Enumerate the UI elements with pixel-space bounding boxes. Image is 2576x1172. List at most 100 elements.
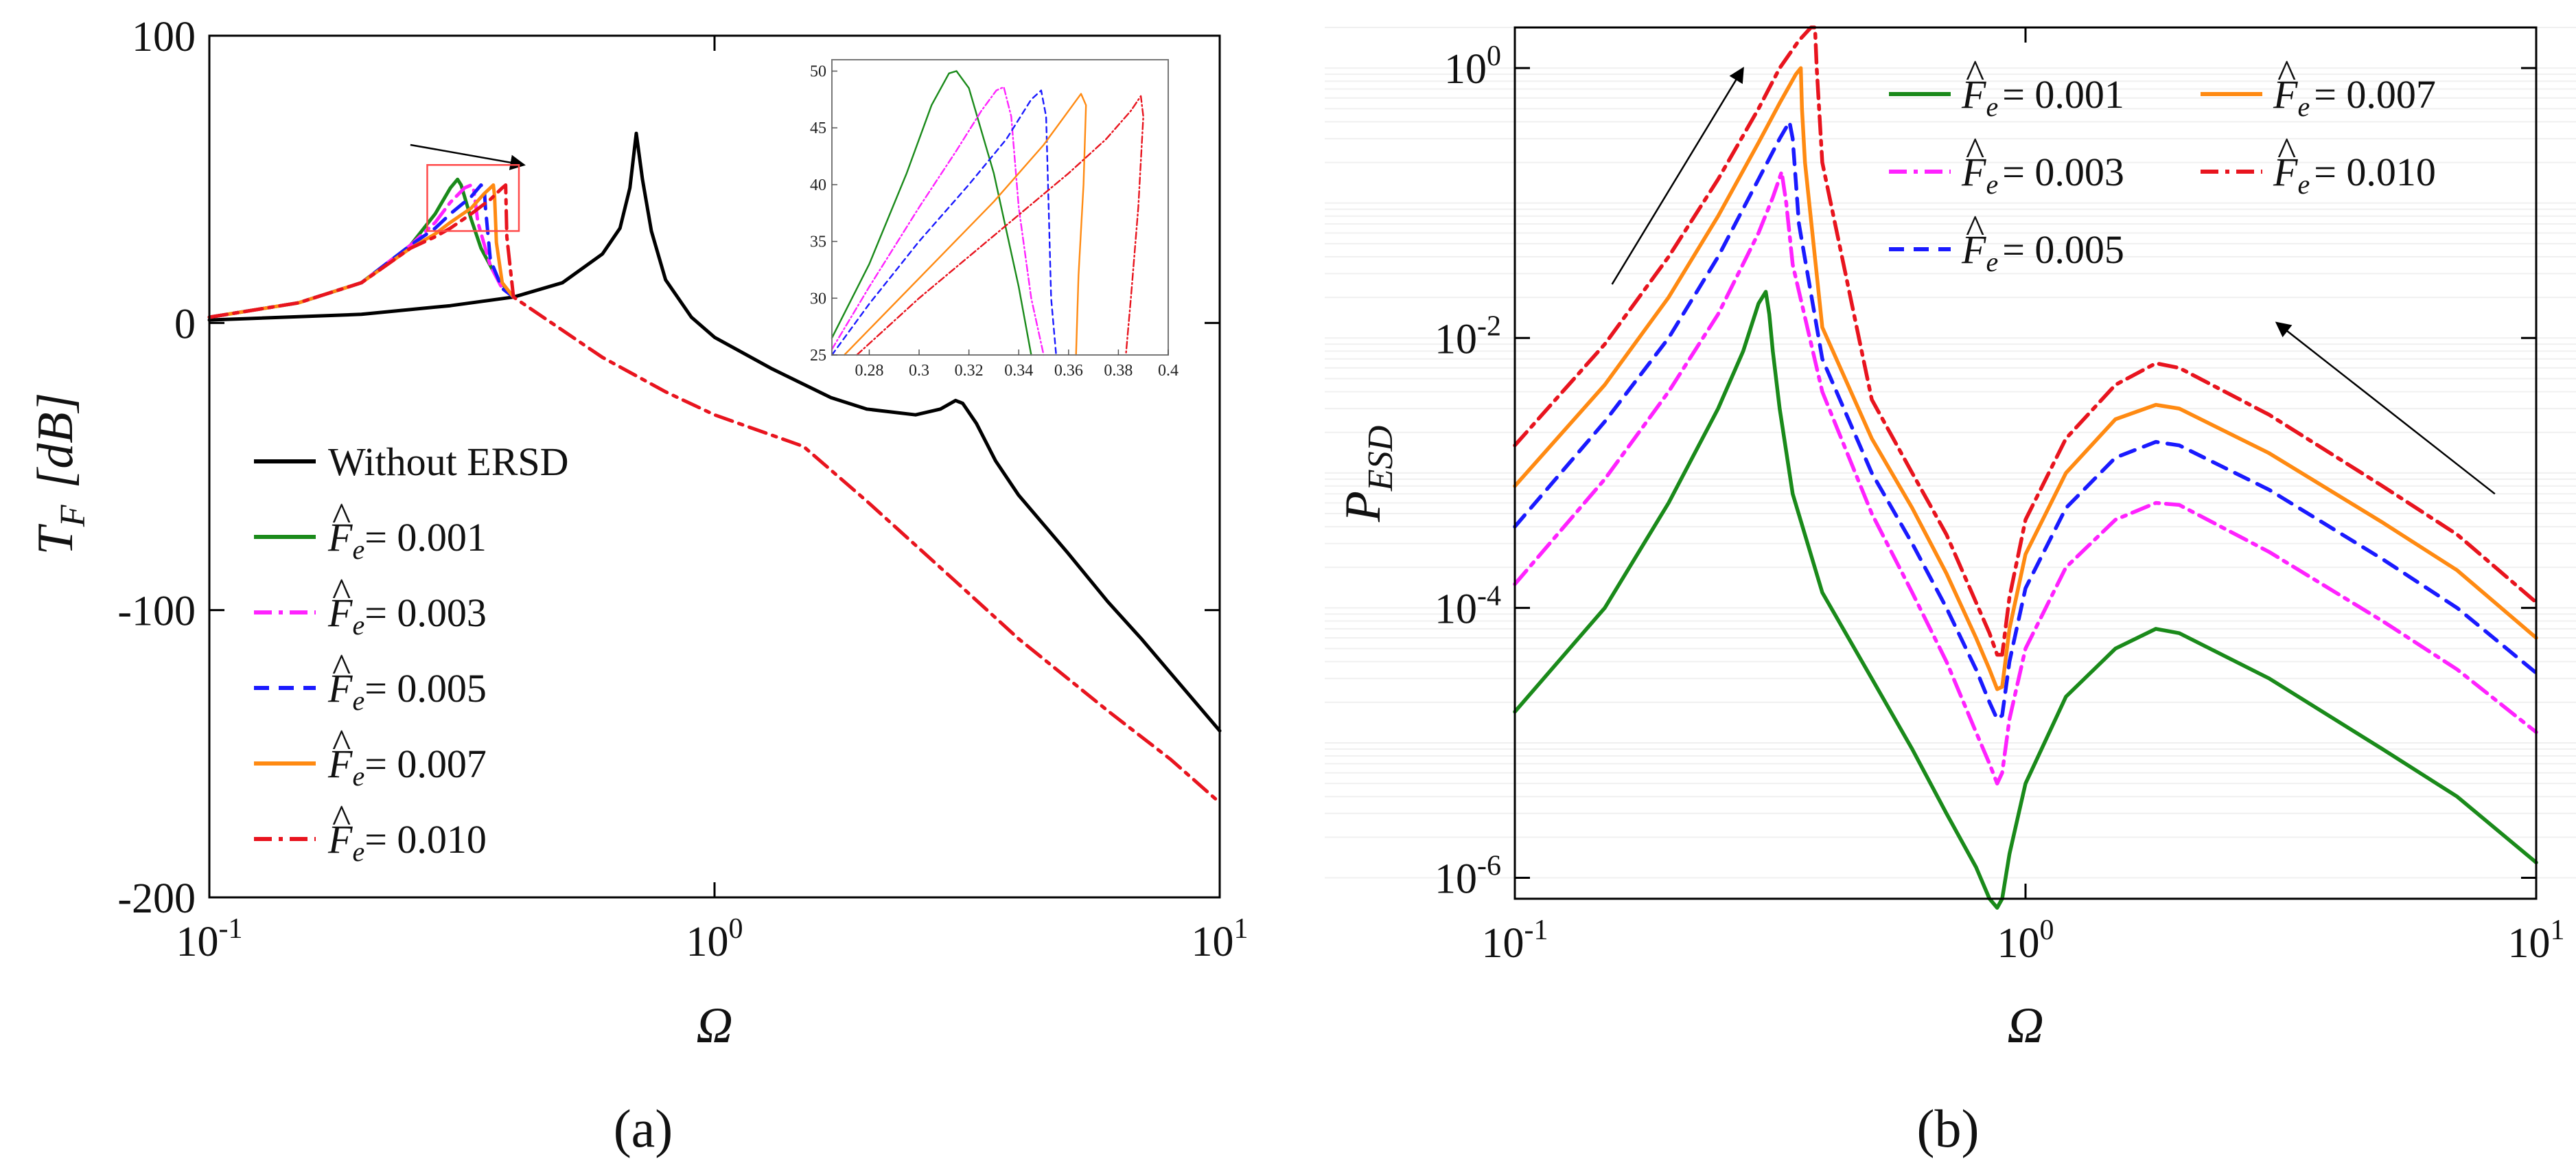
inset-ticks: 0.28 0.3 0.32 0.34 0.36 0.38 0.4 25 30 35 40 45 50 [810, 63, 1179, 380]
legend-b-hat-2: ^ [2277, 51, 2296, 96]
panel-b-background [1325, 14, 2576, 989]
panel-b-x-tick-label-3: 101 [2508, 915, 2565, 967]
legend-a-fsub-3: e [352, 610, 364, 641]
panel-a-ylabel-sub: F [54, 504, 93, 527]
inset-y-tick-label-3: 35 [810, 233, 826, 251]
panel-a-x-tick-label-2: 100 [686, 913, 743, 965]
legend-b-fhat-1: F [1961, 72, 1986, 117]
legend-a-label-6: = 0.010 [364, 817, 487, 862]
inset-series-line-5 [856, 95, 1144, 356]
inset-series-line-4 [843, 93, 1087, 356]
svg-text:Fe= 0.003: Fe= 0.003 [1961, 150, 2124, 200]
svg-text:Fe= 0.010: Fe= 0.010 [2273, 150, 2436, 200]
panel-b-series-line-1 [1513, 290, 2538, 910]
legend-b-hat-3: ^ [1966, 129, 1984, 174]
svg-text:Fe= 0.007: Fe= 0.007 [327, 742, 487, 792]
panel-b-series-line-3 [1513, 119, 2538, 722]
panel-a-ylabel-main: T [27, 523, 84, 555]
panel-b-y-tick-label-4: 10-6 [1435, 851, 1501, 903]
legend-b-label-4: = 0.010 [2314, 150, 2436, 194]
inset-x-tick-label-6: 0.38 [1104, 362, 1133, 380]
legend-a-fhat-2: F [327, 515, 353, 560]
legend-b-hat-5: ^ [1966, 207, 1984, 251]
legend-a-label-3: = 0.003 [364, 590, 487, 635]
svg-text:Fe= 0.001: Fe= 0.001 [1961, 72, 2124, 122]
inset-series-group [831, 70, 1144, 356]
legend-a-fhat-4: F [327, 666, 353, 711]
legend-a-entry-5: Fe= 0.007 ^ [254, 721, 487, 792]
panel-a-annotations [410, 143, 526, 232]
legend-b-fsub-1: e [1986, 91, 1998, 122]
panel-b-x-axis-title: Ω [2007, 998, 2044, 1054]
panel-a-series-line-6 [207, 183, 1222, 805]
panel-a-x-tick-label-3: 101 [1192, 913, 1249, 965]
legend-b-fsub-4: e [2297, 169, 2310, 200]
legend-b-fhat-5: F [1961, 227, 1986, 272]
legend-a-label-4: = 0.005 [364, 666, 487, 711]
svg-text:Fe= 0.005: Fe= 0.005 [327, 666, 487, 716]
legend-b-entry-3: Fe = 0.003 ^ [1889, 129, 2124, 200]
legend-b-hat-1: ^ [1966, 51, 1984, 96]
panel-a-series-group [207, 131, 1222, 805]
svg-text:Fe= 0.010: Fe= 0.010 [327, 817, 487, 867]
panel-a-series-line-1 [207, 131, 1222, 733]
panel-b-y-tick-label-2: 10-2 [1435, 310, 1501, 363]
legend-a-fsub-5: e [352, 761, 364, 792]
panel-a-series-line-2 [207, 177, 515, 319]
legend-a-entry-3: Fe= 0.003 ^ [254, 570, 487, 641]
inset-x-tick-label-7: 0.4 [1158, 362, 1179, 380]
panel-b-label: (b) [1917, 1099, 1980, 1158]
inset-y-tick-label-5: 45 [810, 119, 826, 137]
panel-a-y-axis-title: TF [dB] [27, 393, 93, 555]
legend-a-fsub-2: e [352, 534, 364, 565]
panel-b-series-group [1513, 25, 2538, 910]
panel-b-y-tick-label-1: 100 [1444, 41, 1501, 93]
legend-b-hat-4: ^ [2277, 129, 2296, 174]
legend-b-fsub-2: e [2297, 91, 2310, 122]
legend-a-fhat-5: F [327, 742, 353, 786]
legend-a-entry-1: Without ERSD [254, 439, 569, 484]
panel-b-ylabel-sub: ESD [1361, 426, 1400, 492]
panel-b-arrow-1 [1611, 67, 1744, 285]
panel-a-ticks: 10-1 100 101 100 0 -100 -200 [117, 14, 1248, 965]
legend-b-fhat-2: F [2273, 72, 2298, 117]
legend-a-hat-4: ^ [332, 645, 351, 690]
panel-b-series-line-2 [1513, 170, 2538, 785]
legend-a-fsub-6: e [352, 836, 364, 867]
panel-a-label: (a) [614, 1099, 673, 1158]
panel-b-series-line-4 [1513, 66, 2538, 691]
legend-a-hat-3: ^ [332, 570, 351, 614]
inset-x-tick-label-5: 0.36 [1054, 362, 1083, 380]
legend-b-entry-1: Fe = 0.001 ^ [1889, 51, 2124, 122]
panel-a-legend: Without ERSD Fe= 0.001 ^ Fe= 0.003 ^ Fe=… [254, 439, 569, 867]
inset-series-line-2 [831, 86, 1045, 356]
legend-b-fhat-4: F [2273, 150, 2298, 194]
panel-b-ylabel-main: P [1335, 491, 1391, 522]
legend-a-label-5: = 0.007 [364, 742, 487, 786]
legend-a-entry-6: Fe= 0.010 ^ [254, 796, 487, 867]
inset-x-tick-label-2: 0.3 [909, 362, 929, 380]
panel-b-annotations [1611, 67, 2496, 495]
panel-a-y-tick-label-4: -200 [117, 875, 196, 922]
svg-text:TF[dB]: TF [dB] [27, 393, 93, 555]
legend-a-fsub-4: e [352, 685, 364, 716]
legend-b-fhat-3: F [1961, 150, 1986, 194]
legend-a-fhat-3: F [327, 590, 353, 635]
legend-b-fsub-5: e [1986, 246, 1998, 277]
inset-x-tick-label-3: 0.32 [955, 362, 984, 380]
panel-b-ticks: 10-1 100 101 100 10-2 10-4 10-6 [1435, 27, 2565, 967]
inset-y-tick-label-2: 30 [810, 290, 826, 308]
legend-a-entry-4: Fe= 0.005 ^ [254, 645, 487, 716]
panel-b-x-tick-label-1: 10-1 [1482, 915, 1548, 967]
panel-a-y-tick-label-1: 100 [132, 14, 196, 60]
legend-a-hat-5: ^ [332, 721, 351, 766]
svg-text:Fe= 0.005: Fe= 0.005 [1961, 227, 2124, 277]
legend-b-fsub-3: e [1986, 169, 1998, 200]
panel-b-y-axis-title: PESD [1335, 426, 1400, 523]
inset-y-tick-label-6: 50 [810, 63, 826, 81]
legend-a-hat-6: ^ [332, 796, 351, 841]
svg-text:Fe= 0.001: Fe= 0.001 [327, 515, 487, 565]
panel-a-ylabel-unit: [dB] [27, 393, 84, 489]
